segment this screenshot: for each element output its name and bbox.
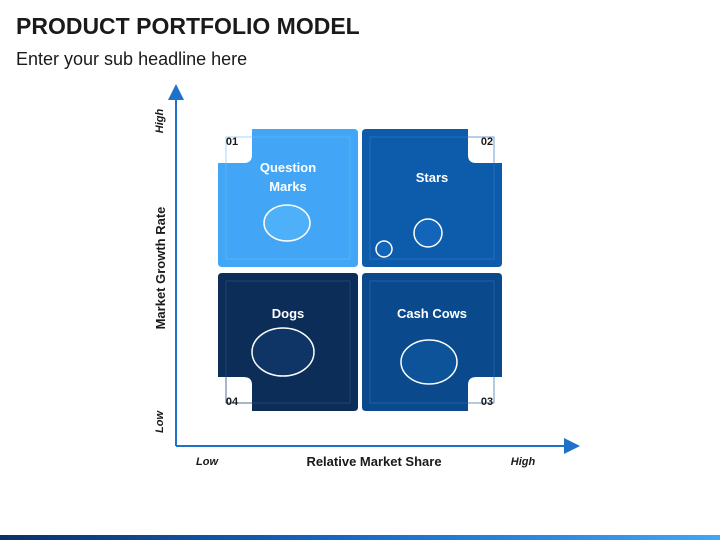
bubble bbox=[400, 339, 458, 385]
quadrant-shape bbox=[218, 129, 358, 267]
page-subtitle: Enter your sub headline here bbox=[16, 49, 248, 69]
page-title: PRODUCT PORTFOLIO MODEL bbox=[16, 13, 360, 39]
x-axis-high-label: High bbox=[511, 456, 536, 468]
footer-accent-bar bbox=[0, 535, 720, 540]
quadrant-number: 02 bbox=[481, 136, 493, 148]
quadrant-number: 01 bbox=[226, 136, 238, 148]
quadrant-number: 04 bbox=[226, 396, 239, 408]
quadrant-inner-border bbox=[225, 280, 351, 404]
quadrant-dogs: 04 Dogs bbox=[218, 273, 358, 411]
x-axis-label: Relative Market Share bbox=[306, 454, 441, 469]
quadrant-inner-border bbox=[369, 280, 495, 404]
bubble bbox=[251, 327, 315, 377]
x-axis-low-label: Low bbox=[196, 456, 219, 468]
bubble bbox=[413, 218, 443, 248]
bubble bbox=[375, 240, 393, 258]
quadrant-label-line1: Question bbox=[260, 160, 316, 175]
quadrant-inner-border bbox=[369, 136, 495, 260]
quadrant-shape bbox=[362, 129, 502, 267]
quadrant-inner-border bbox=[225, 136, 351, 260]
quadrant-stars: 02 Stars bbox=[362, 129, 502, 267]
quadrant-label-line1: Cash Cows bbox=[397, 306, 467, 321]
y-axis-label: Market Growth Rate bbox=[153, 207, 168, 330]
quadrant-label-line1: Stars bbox=[416, 170, 449, 185]
bubble bbox=[263, 204, 311, 242]
quadrant-cash-cows: 03 Cash Cows bbox=[362, 273, 502, 411]
y-axis-low-label: Low bbox=[154, 410, 166, 433]
quadrant-number: 03 bbox=[481, 396, 493, 408]
quadrant-question-marks: 01 Question Marks bbox=[218, 129, 358, 267]
quadrant-label-line2: Marks bbox=[269, 179, 307, 194]
y-axis-high-label: High bbox=[154, 109, 166, 134]
quadrant-label-line1: Dogs bbox=[272, 306, 305, 321]
